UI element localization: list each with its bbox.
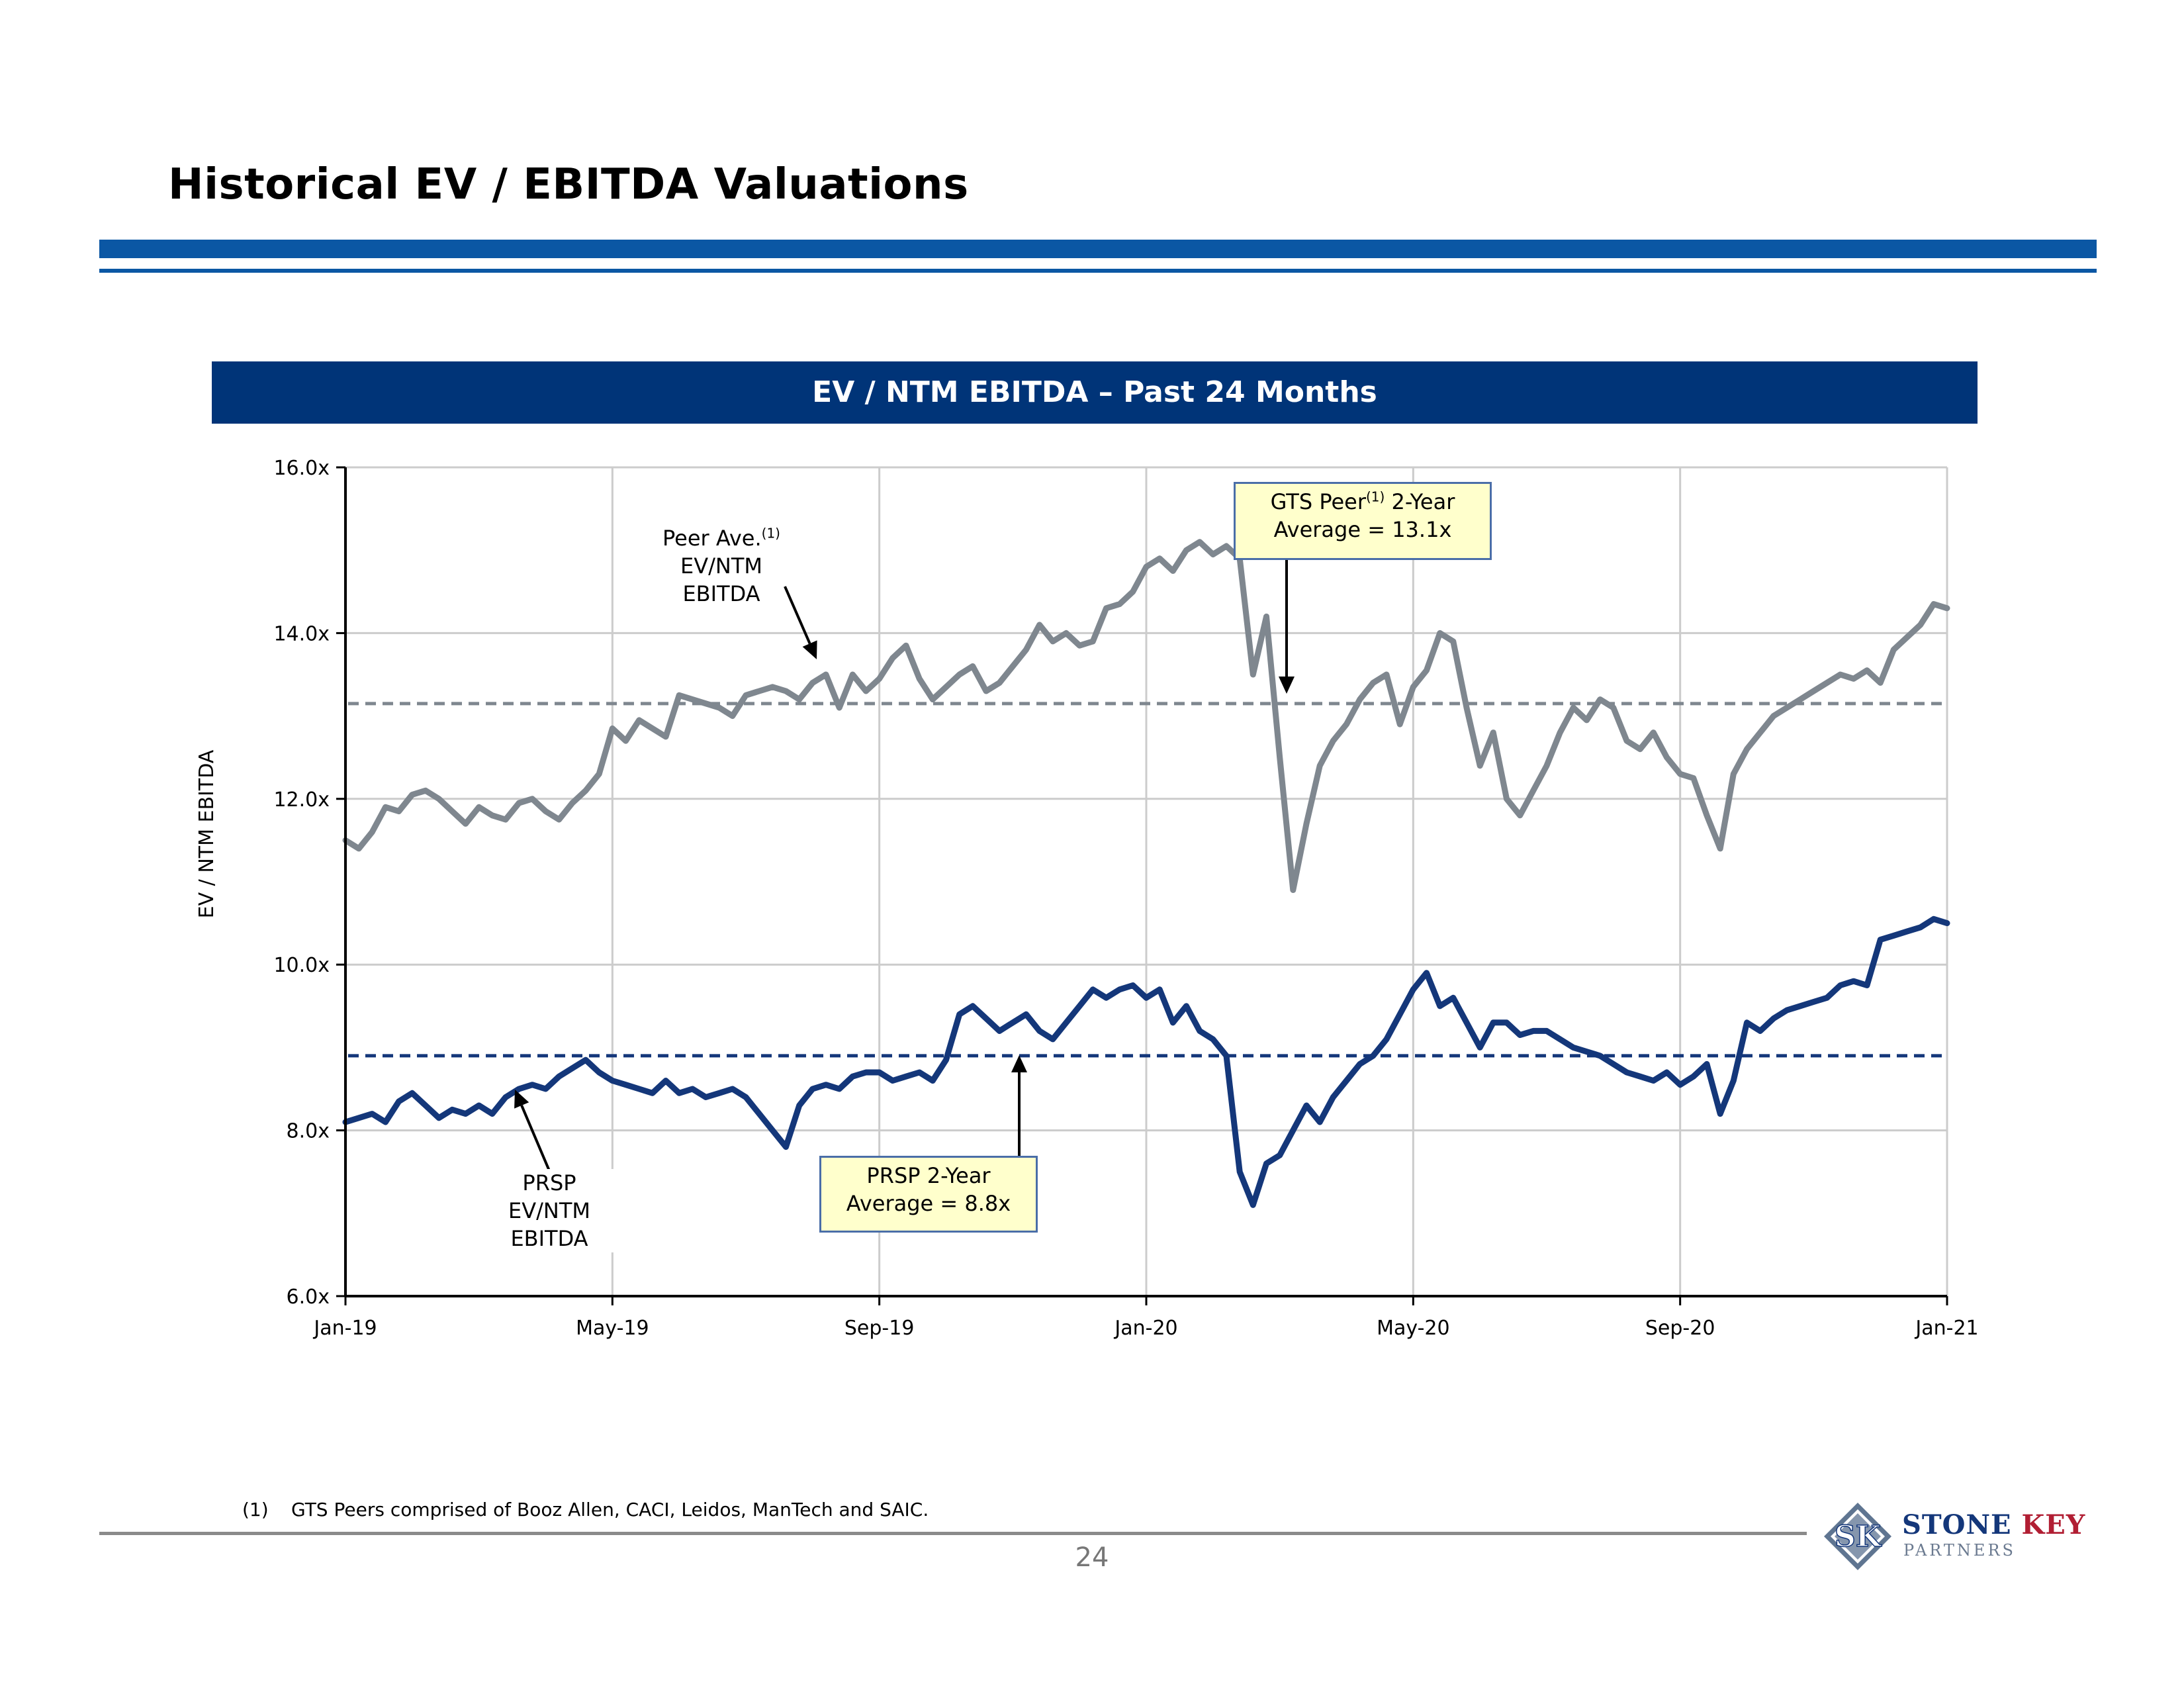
y-tick-label: 14.0x — [273, 622, 330, 645]
prsp-label-line1: PRSP — [522, 1170, 576, 1196]
stone-key-logo: SK STONE KEY PARTNERS — [1821, 1500, 2099, 1573]
logo-monogram: SK — [1835, 1520, 1882, 1554]
footnote-number: (1) — [242, 1499, 269, 1521]
x-tick-label: May-20 — [1377, 1317, 1450, 1340]
x-tick-label: Jan-20 — [1113, 1317, 1177, 1340]
peer-label-arrow-shaft — [784, 586, 811, 644]
prsp-line-label: PRSP EV/NTM EBITDA — [477, 1169, 622, 1252]
title-rule-thick — [99, 240, 2097, 258]
footer-rule — [99, 1532, 1807, 1535]
logo-tagline: PARTNERS — [1903, 1541, 2016, 1560]
footnote: (1) GTS Peers comprised of Booz Allen, CA… — [242, 1499, 929, 1521]
y-tick-label: 16.0x — [273, 457, 330, 480]
axis-layer: 6.0x 8.0x 10.0x 12.0x 14.0x 16.0x Jan-19 May-19… — [273, 457, 1978, 1340]
peer-average-callout: GTS Peer(1) 2-Year Average = 13.1x — [1234, 482, 1492, 560]
prsp-series-line — [342, 915, 1950, 1208]
y-tick-label: 10.0x — [273, 954, 330, 977]
y-tick-label: 6.0x — [287, 1286, 330, 1309]
title-rule-thin — [99, 269, 2097, 273]
peer-callout-line2: Average = 13.1x — [1273, 517, 1452, 542]
prsp-average-arrow-head — [1011, 1055, 1027, 1072]
peer-average-arrow — [1279, 560, 1295, 694]
y-axis-label: EV / NTM EBITDA — [195, 749, 218, 918]
prsp-average-callout: PRSP 2-Year Average = 8.8x — [819, 1156, 1038, 1233]
prsp-average-arrow — [1011, 1055, 1027, 1156]
peer-line-label: Peer Ave.(1) EV/NTM EBITDA — [635, 524, 807, 608]
peer-callout-prefix: GTS Peer — [1270, 489, 1366, 514]
x-tick-label: Sep-20 — [1645, 1317, 1715, 1340]
arrow-layer — [514, 560, 1295, 1178]
prsp-label-arrow-head — [514, 1090, 529, 1109]
peer-label-sup: (1) — [761, 525, 780, 541]
peer-label-line2: EV/NTM — [680, 553, 762, 579]
series-layer — [342, 539, 1950, 1208]
prsp-label-arrow — [514, 1090, 553, 1178]
prsp-callout-line1: PRSP 2-Year — [866, 1163, 991, 1188]
peer-label-arrow — [784, 586, 817, 659]
y-tick-label: 12.0x — [273, 788, 330, 812]
grid-layer — [345, 466, 1948, 1296]
average-lines — [348, 702, 1943, 1058]
x-tick-label: May-19 — [576, 1317, 649, 1340]
logo-mark-icon: SK — [1824, 1503, 1891, 1570]
peer-label-line3: EBITDA — [682, 581, 760, 606]
chart-banner: EV / NTM EBITDA – Past 24 Months — [212, 361, 1978, 424]
prsp-label-line3: EBITDA — [510, 1226, 588, 1251]
page-number: 24 — [1075, 1542, 1109, 1573]
peer-label-line1: Peer Ave. — [662, 526, 762, 551]
prsp-label-arrow-shaft — [520, 1105, 553, 1178]
footnote-text: GTS Peers comprised of Booz Allen, CACI,… — [291, 1499, 929, 1521]
peer-series-line — [342, 539, 1950, 893]
peer-callout-suffix: 2-Year — [1385, 489, 1455, 514]
logo-name: STONE KEY — [1902, 1509, 2085, 1540]
x-tick-label: Jan-19 — [312, 1317, 377, 1340]
prsp-callout-line2: Average = 8.8x — [846, 1191, 1011, 1216]
logo-name-part1: STONE — [1902, 1509, 2022, 1540]
peer-label-arrow-head — [802, 640, 817, 659]
peer-average-arrow-head — [1279, 677, 1295, 694]
prsp-label-line2: EV/NTM — [508, 1198, 590, 1223]
x-tick-label: Jan-21 — [1914, 1317, 1978, 1340]
peer-callout-sup: (1) — [1366, 489, 1385, 505]
x-tick-label: Sep-19 — [844, 1317, 915, 1340]
logo-name-part2: KEY — [2021, 1509, 2086, 1540]
page-title: Historical EV / EBITDA Valuations — [168, 160, 969, 209]
y-tick-label: 8.0x — [287, 1120, 330, 1143]
